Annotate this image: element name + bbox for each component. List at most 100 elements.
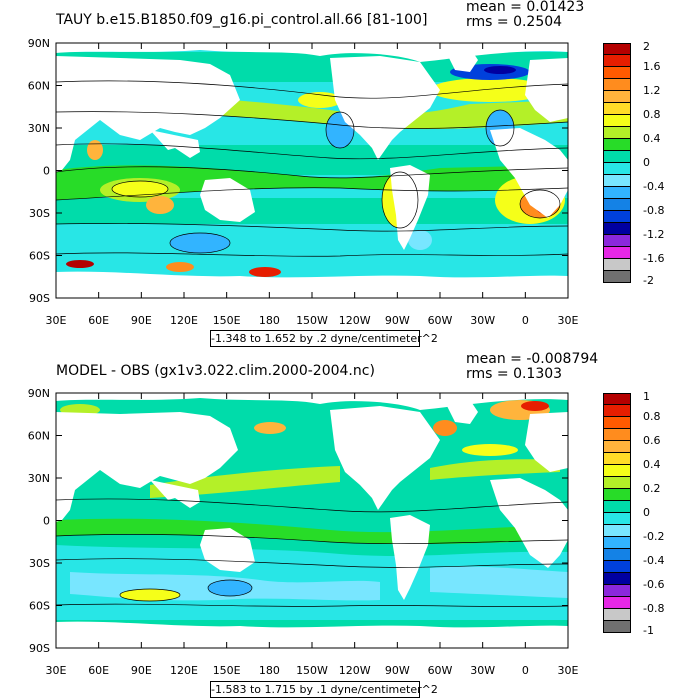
colorbar-swatch (603, 127, 631, 139)
lon-label: 0 (522, 314, 529, 327)
colorbar-swatch (603, 393, 631, 405)
field-high (112, 181, 168, 197)
lat-label: 60N (28, 80, 50, 93)
lon-label: 0 (522, 664, 529, 677)
lon-label: 120E (170, 314, 198, 327)
map-plot: 90N 60N 30N 0 30S 60S 90S 30E 60E 90E 120E 150E 180 1… (28, 37, 579, 327)
lat-label: 0 (43, 515, 50, 528)
contour-lines (56, 498, 568, 607)
lat-label: 60S (29, 600, 50, 613)
colorbar-label: 0 (643, 506, 650, 519)
lon-label: 90W (385, 664, 410, 677)
lat-label: 30N (28, 472, 50, 485)
colorbar-swatch (603, 79, 631, 91)
map-plot: 90N 60N 30N 0 30S 60S 90S 30E 60E 90E 120E 150E 180 1… (28, 387, 579, 677)
colorbar-label: 1 (643, 390, 650, 403)
colorbar-swatch (603, 477, 631, 489)
lat-label: 60N (28, 430, 50, 443)
lat-label: 90N (28, 387, 50, 400)
lon-label: 120E (170, 664, 198, 677)
colorbar-label: 1.2 (643, 84, 661, 97)
lon-label: 60E (88, 664, 109, 677)
axes: 90N 60N 30N 0 30S 60S 90S 30E 60E 90E 120E 150E 180 1… (28, 387, 579, 677)
field-band (56, 198, 568, 224)
colorbar-swatch (603, 429, 631, 441)
field-zone (56, 518, 568, 545)
colorbar-swatch (603, 163, 631, 175)
mean-value: mean = -0.008794 (466, 351, 599, 367)
colorbar-swatch (603, 43, 631, 55)
field-high (462, 444, 518, 456)
colorbar-label: -0.8 (643, 204, 665, 217)
colorbar-label: -1 (643, 624, 654, 637)
colorbar-swatch (603, 465, 631, 477)
field-high (120, 589, 180, 601)
lon-label: 120W (339, 664, 371, 677)
colorbar-swatch (603, 139, 631, 151)
colorbar-label: 2 (643, 40, 650, 53)
colorbar-swatch (603, 501, 631, 513)
field-high (430, 78, 550, 102)
field-zone (430, 566, 568, 598)
field-high (254, 422, 286, 434)
lon-label: 30E (558, 664, 579, 677)
lat-label: 30S (29, 557, 50, 570)
colorbar-swatch (603, 103, 631, 115)
lat-label: 30S (29, 207, 50, 220)
lon-label: 90E (131, 314, 152, 327)
lon-label: 60W (428, 314, 453, 327)
field-low (484, 66, 516, 74)
mean-value: mean = 0.01423 (466, 0, 585, 15)
lon-label: 150W (296, 314, 328, 327)
lon-label: 180 (259, 664, 280, 677)
colorbar-swatch (603, 405, 631, 417)
colorbar-swatch (603, 549, 631, 561)
colorbar-label: -0.4 (643, 180, 665, 193)
colorbar-frame (603, 393, 631, 633)
colorbar-swatch (603, 609, 631, 621)
colorbar-label: -0.4 (643, 554, 665, 567)
colorbar-swatch (603, 417, 631, 429)
colorbar-swatch (603, 247, 631, 259)
stats-block: mean = 0.01423 rms = 0.2504 (466, 0, 584, 30)
lon-label: 60W (428, 664, 453, 677)
colorbar-swatch (603, 489, 631, 501)
panel-title: MODEL - OBS (gx1v3.022.clim.2000-2004.nc… (56, 363, 375, 379)
field-low (170, 233, 230, 253)
colorbar-swatch (603, 537, 631, 549)
colorbar-label: -0.2 (643, 530, 665, 543)
rms-value: rms = 0.1303 (466, 366, 563, 382)
lon-label: 180 (259, 314, 280, 327)
colorbar-label: 1.6 (643, 60, 661, 73)
colorbar-swatch (603, 597, 631, 609)
colorbar-label: -1.2 (643, 228, 665, 241)
colorbar-label: -0.6 (643, 578, 665, 591)
axes: 90N 60N 30N 0 30S 60S 90S 30E 60E 90E 120E 150E 180 1… (28, 37, 579, 327)
panel-title: TAUY b.e15.B1850.f09_g16.pi_control.all.… (56, 12, 428, 28)
lon-label: 120W (339, 314, 371, 327)
colorbar-swatch (603, 55, 631, 67)
field-high (433, 420, 457, 436)
colorbar-swatch (603, 585, 631, 597)
colorbar-label: 0.2 (643, 482, 661, 495)
colorbar-swatch (603, 211, 631, 223)
colorbar-label: -0.8 (643, 602, 665, 615)
field-zone (430, 459, 560, 480)
lon-label: 150E (213, 314, 241, 327)
colorbar-swatch (603, 453, 631, 465)
contour-range-label: -1.583 to 1.715 by .1 dyne/centimeter^2 (210, 681, 438, 698)
colorbar-swatch (603, 223, 631, 235)
panel-model-minus-obs: MODEL - OBS (gx1v3.022.clim.2000-2004.nc… (0, 350, 700, 700)
contour-range-label: -1.348 to 1.652 by .2 dyne/centimeter^2 (210, 330, 438, 347)
panel-tauy-model: TAUY b.e15.B1850.f09_g16.pi_control.all.… (28, 0, 665, 347)
colorbar-swatch (603, 67, 631, 79)
colorbar-label: -1.6 (643, 252, 665, 265)
lon-label: 150W (296, 664, 328, 677)
lat-label: 30N (28, 122, 50, 135)
lon-label: 150E (213, 664, 241, 677)
colorbar-label: 0.6 (643, 434, 661, 447)
colorbar-swatch (603, 187, 631, 199)
lon-label: 30E (46, 314, 67, 327)
field-high (249, 267, 281, 277)
colorbar-swatch (603, 115, 631, 127)
